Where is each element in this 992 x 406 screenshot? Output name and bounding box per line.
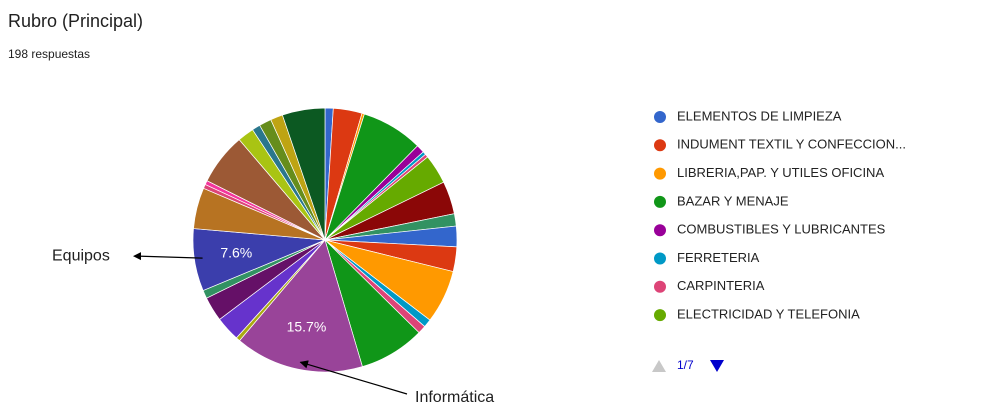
legend-marker (654, 309, 666, 322)
annotation-label: Informática (415, 389, 494, 406)
legend-marker (654, 139, 666, 152)
legend-label: FERRETERIA (677, 250, 760, 265)
legend-label: COMBUSTIBLES Y LUBRICANTES (677, 222, 886, 237)
legend-label: LIBRERIA,PAP. Y UTILES OFICINA (677, 165, 884, 180)
legend-marker (654, 111, 666, 123)
annotation-arrow (299, 360, 408, 395)
legend-label: ELEMENTOS DE LIMPIEZA (677, 108, 842, 123)
legend-marker (654, 280, 666, 293)
slice-label: 15.7% (287, 319, 327, 335)
chart-title: Rubro (Principal) (8, 11, 143, 31)
legend-marker (654, 167, 666, 180)
legend-label: INDUMENT TEXTIL Y CONFECCION... (677, 137, 906, 152)
pie-slice (239, 239, 363, 373)
legend-pager: 1/7 (677, 358, 694, 372)
slice-label: 7.6% (220, 244, 252, 260)
chart-subtitle: 198 respuestas (8, 47, 90, 61)
legend-marker (654, 252, 666, 265)
legend-label: BAZAR Y MENAJE (677, 193, 789, 208)
legend-marker (654, 224, 666, 237)
pie-slice (281, 107, 326, 241)
annotation-label: Equipos (52, 247, 110, 264)
legend-label: ELECTRICIDAD Y TELEFONIA (677, 307, 860, 322)
arrow-head (133, 252, 141, 261)
pager-next[interactable] (710, 360, 724, 372)
legend-marker (654, 195, 666, 208)
pager-prev (652, 360, 666, 372)
legend-label: CARPINTERIA (677, 278, 765, 293)
annotation-arrow (137, 255, 203, 259)
